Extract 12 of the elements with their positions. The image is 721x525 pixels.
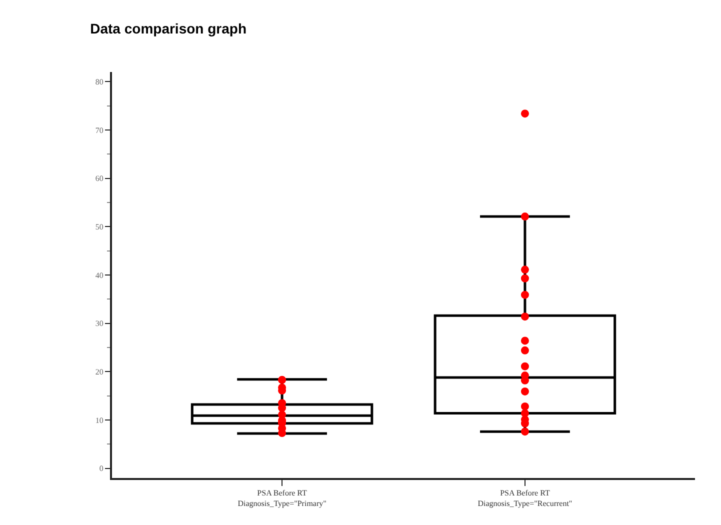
y-tick-label: 70 bbox=[95, 126, 104, 135]
x-tick-label: PSA Before RT Diagnosis_Type="Primary" bbox=[238, 488, 326, 508]
y-tick-label: 10 bbox=[95, 416, 104, 425]
y-tick-label: 0 bbox=[99, 464, 104, 474]
y-tick-label: 40 bbox=[95, 270, 104, 280]
y-tick-label: 30 bbox=[95, 319, 104, 328]
x-tick-label: PSA Before RT Diagnosis_Type="Recurrent" bbox=[478, 488, 572, 508]
y-tick-label: 60 bbox=[95, 174, 104, 184]
y-tick-label: 80 bbox=[95, 77, 104, 86]
y-tick-label: 50 bbox=[95, 222, 104, 232]
chart-title: Data comparison graph bbox=[90, 20, 246, 36]
y-tick-label: 20 bbox=[95, 367, 104, 376]
